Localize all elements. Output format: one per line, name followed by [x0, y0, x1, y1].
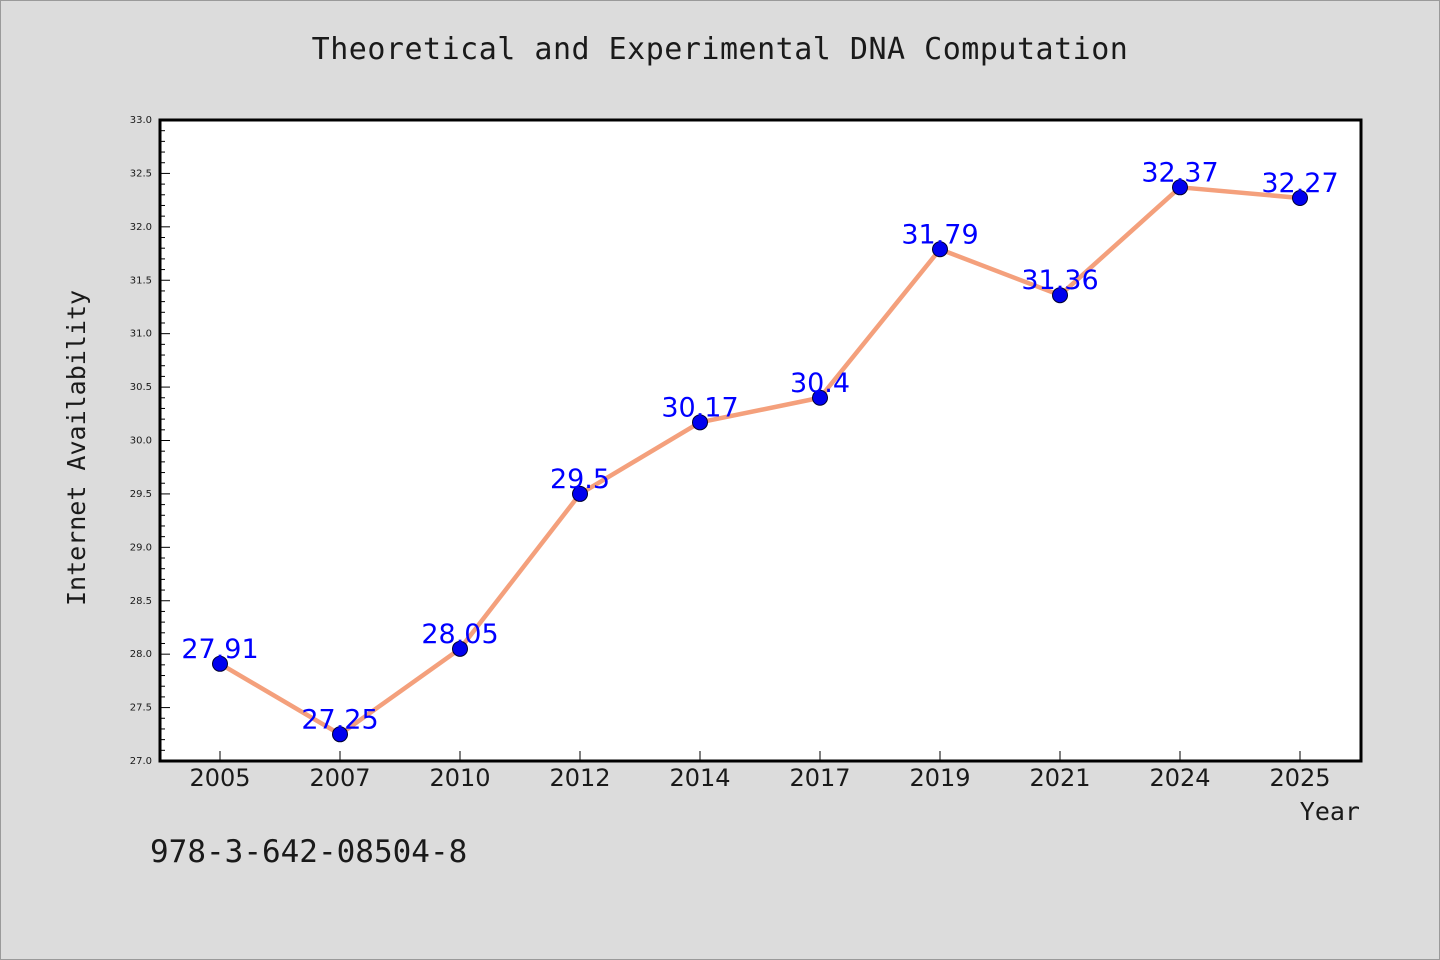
y-tick-label: 29.0	[130, 542, 152, 553]
y-tick-label: 31.5	[130, 275, 152, 286]
data-label: 31.79	[901, 219, 978, 250]
data-label: 32.27	[1261, 168, 1338, 199]
data-label: 31.36	[1021, 265, 1098, 296]
y-tick-label: 30.0	[130, 436, 152, 447]
data-point	[572, 485, 588, 502]
x-tick-label: 2019	[909, 764, 970, 792]
x-tick-label: 2010	[429, 764, 490, 792]
y-tick-label: 31.0	[130, 329, 152, 340]
data-point	[1052, 287, 1068, 304]
data-point	[332, 726, 348, 743]
y-tick-label: 32.0	[130, 222, 152, 233]
x-tick-label: 2017	[789, 764, 850, 792]
data-point	[452, 640, 468, 657]
series-line	[217, 185, 1303, 737]
x-tick-label: 2014	[669, 764, 730, 792]
data-label: 30.4	[790, 368, 850, 399]
x-tick-label: 2007	[309, 764, 370, 792]
chart-title: Theoretical and Experimental DNA Computa…	[311, 32, 1129, 67]
data-point	[1292, 189, 1308, 206]
y-tick-label: 27.0	[130, 756, 152, 767]
series-line-group	[217, 185, 1303, 737]
data-labels: 27.91 27.25 28.05 29.5 30.17 30.4 31.79 31.36 32…	[181, 157, 1338, 735]
y-tick-label: 32.5	[130, 168, 152, 179]
data-label: 32.37	[1141, 157, 1218, 188]
x-tick-label: 2025	[1269, 764, 1330, 792]
data-point	[812, 389, 828, 406]
y-tick-label: 33.0	[130, 115, 152, 126]
data-label: 29.5	[550, 464, 610, 495]
y-tick-label: 28.5	[130, 596, 152, 607]
y-axis-label: Internet Availability	[62, 290, 91, 606]
y-axis: 27.0 27.5 28.0 28.5 29.0 29.5 30.0 30.5 31.0 31.5…	[130, 115, 170, 767]
data-label: 27.25	[301, 704, 378, 735]
y-tick-label: 29.5	[130, 489, 152, 500]
y-tick-label: 30.5	[130, 382, 152, 393]
data-label: 28.05	[421, 619, 498, 650]
x-tick-label: 2012	[549, 764, 610, 792]
x-axis: 2005 2007 2010 2012 2014 2017 2019 2021 2024 2025	[189, 751, 1331, 792]
data-label: 30.17	[661, 392, 738, 423]
y-tick-label: 27.5	[130, 703, 152, 714]
plot-area	[158, 118, 1363, 763]
data-point	[1172, 179, 1188, 196]
data-label: 27.91	[181, 634, 258, 665]
x-axis-label: Year	[1300, 797, 1360, 826]
data-point	[932, 241, 948, 258]
x-tick-label: 2024	[1149, 764, 1210, 792]
data-point	[692, 414, 708, 431]
x-tick-label: 2021	[1029, 764, 1090, 792]
isbn-text: 978-3-642-08504-8	[150, 834, 468, 870]
x-tick-label: 2005	[189, 764, 250, 792]
y-tick-label: 28.0	[130, 649, 152, 660]
series-markers	[212, 179, 1308, 743]
data-point	[212, 655, 228, 672]
